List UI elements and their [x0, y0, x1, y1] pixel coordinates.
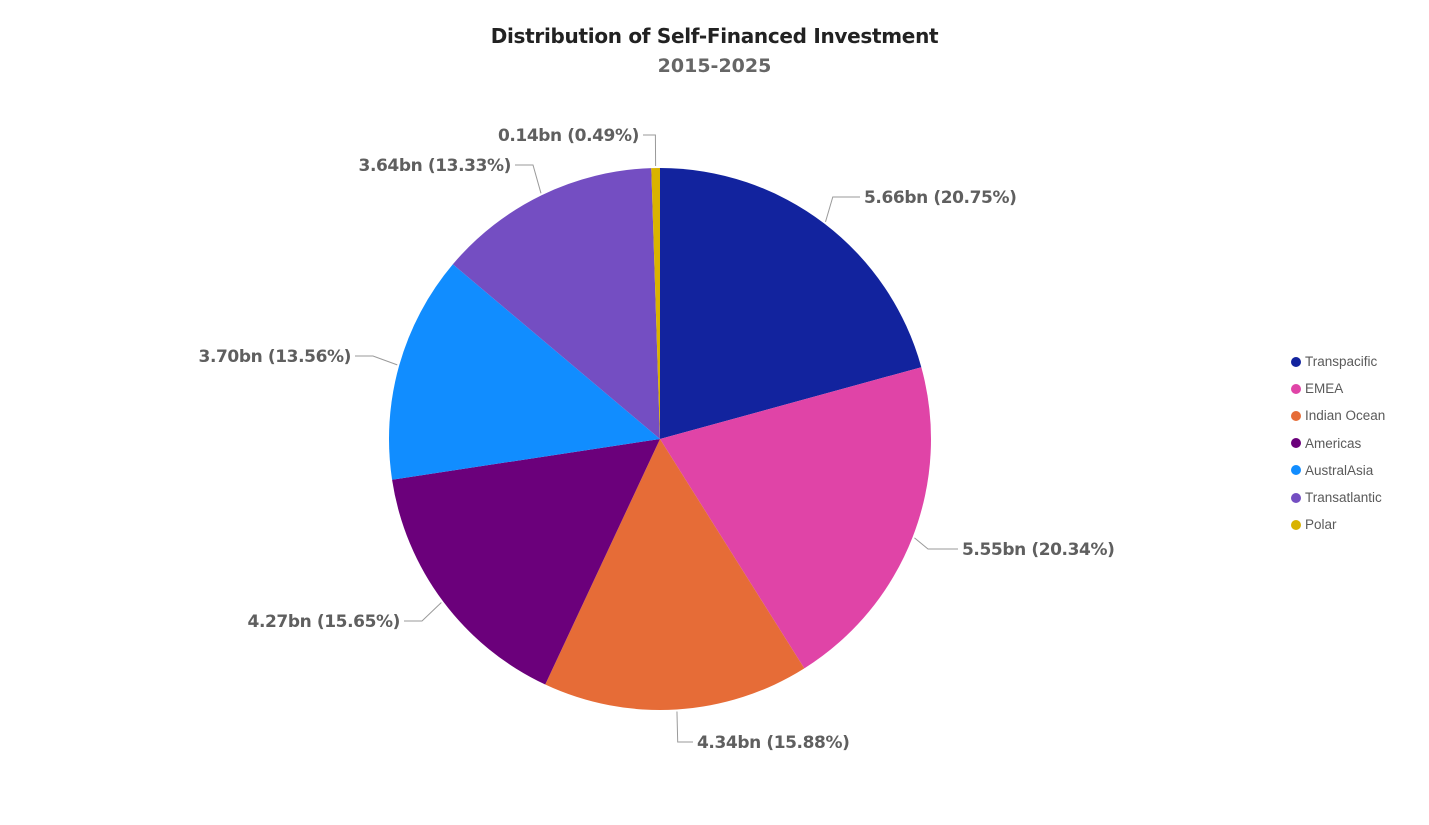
pie-data-labels: 5.66bn (20.75%) 5.55bn (20.34%) 4.34bn (15…	[199, 126, 1115, 753]
legend-swatch-icon	[1291, 465, 1301, 476]
pie-slice-americas[interactable]	[392, 439, 660, 685]
legend-label: AustralAsia	[1305, 462, 1374, 478]
legend-swatch-icon	[1291, 519, 1301, 530]
leader-line-transatlantic	[515, 164, 542, 194]
legend-label: Polar	[1305, 517, 1337, 533]
chart-subtitle: 2015-2025	[657, 55, 772, 77]
leader-line-transpacific	[825, 196, 860, 223]
legend-label: EMEA	[1305, 381, 1344, 397]
leader-line-emea	[914, 537, 958, 550]
legend-swatch-icon	[1291, 356, 1301, 367]
pie-slices	[389, 168, 931, 710]
data-label-emea: 5.55bn (20.34%)	[962, 540, 1114, 560]
legend-swatch-icon	[1291, 492, 1301, 503]
data-label-transpacific: 5.66bn (20.75%)	[864, 188, 1016, 208]
legend-label: Transpacific	[1305, 354, 1378, 370]
pie-slice-transatlantic[interactable]	[452, 168, 660, 439]
data-label-indian-ocean: 4.34bn (15.88%)	[697, 733, 849, 753]
legend-label: Indian Ocean	[1305, 408, 1386, 424]
legend-label: Americas	[1305, 435, 1362, 451]
leader-line-polar	[643, 134, 657, 167]
chart-title: Distribution of Self-Financed Investment	[490, 24, 939, 48]
leader-line-americas	[404, 602, 442, 622]
legend-swatch-icon	[1291, 410, 1301, 421]
data-label-americas: 4.27bn (15.65%)	[248, 612, 400, 632]
legend-swatch-icon	[1291, 383, 1301, 394]
data-label-australasia: 3.70bn (13.56%)	[199, 347, 351, 367]
legend-swatch-icon	[1291, 438, 1301, 449]
legend-label: Transatlantic	[1305, 490, 1382, 506]
leader-line-australasia	[355, 355, 398, 366]
legend-item-australasia[interactable]: AustralAsia	[1291, 457, 1385, 484]
legend-item-americas[interactable]: Americas	[1291, 430, 1385, 457]
legend-item-indian-ocean[interactable]: Indian Ocean	[1291, 402, 1385, 429]
legend-item-transatlantic[interactable]: Transatlantic	[1291, 484, 1385, 511]
pie-slice-polar[interactable]	[651, 168, 660, 439]
legend-item-emea[interactable]: EMEA	[1291, 375, 1385, 402]
chart-legend: Transpacific EMEA Indian Ocean Americas Aust…	[1291, 348, 1385, 538]
pie-slice-emea[interactable]	[660, 367, 931, 669]
legend-item-polar[interactable]: Polar	[1291, 511, 1385, 538]
legend-item-transpacific[interactable]: Transpacific	[1291, 348, 1385, 375]
data-label-polar: 0.14bn (0.49%)	[498, 126, 639, 146]
leader-line-indian-ocean	[676, 711, 693, 743]
pie-slice-transpacific[interactable]	[660, 168, 922, 439]
pie-slice-indian-ocean[interactable]	[545, 439, 805, 710]
pie-slice-australasia[interactable]	[389, 264, 660, 480]
data-label-transatlantic: 3.64bn (13.33%)	[359, 156, 511, 176]
